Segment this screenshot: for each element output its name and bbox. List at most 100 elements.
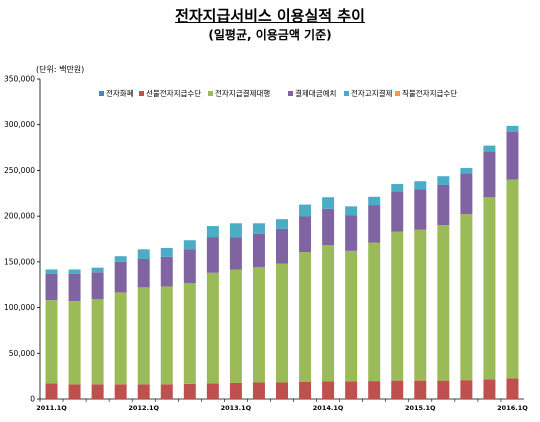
legend-swatch — [395, 91, 400, 96]
bar-segment — [137, 384, 150, 399]
bar-segment — [252, 267, 265, 383]
bar-segment — [345, 381, 358, 399]
y-tick-label: 300,000 — [4, 120, 35, 129]
x-tick-label: 2016.1Q — [497, 404, 528, 412]
bar-segment — [322, 197, 335, 209]
bar-segment — [91, 299, 104, 385]
bar-segment — [460, 214, 473, 381]
bar-segment — [483, 145, 496, 152]
x-tick-label: 2015.1Q — [405, 404, 436, 412]
bar-segment — [299, 252, 312, 382]
legend-label: 전자고지결제 — [351, 88, 392, 98]
bar-segment — [437, 380, 450, 399]
bar-segment — [252, 223, 265, 234]
bar-segment — [322, 381, 335, 399]
bar-segment — [45, 383, 58, 399]
chart-title: 전자지급서비스 이용실적 추이 — [175, 7, 365, 25]
bar-segment — [460, 168, 473, 174]
bar-segment — [45, 300, 58, 384]
bar-segment — [414, 181, 427, 190]
bar-segment — [229, 269, 242, 383]
bar-segment — [345, 215, 358, 251]
bar-segment — [506, 131, 519, 180]
y-tick-label: 100,000 — [4, 303, 35, 312]
bar-segment — [414, 380, 427, 399]
legend-label: 선불전자지급수단 — [146, 88, 201, 98]
unit-label: (단위: 백만원) — [36, 65, 85, 74]
bar-segment — [276, 228, 288, 264]
legend-swatch — [288, 91, 293, 96]
bar-segment — [160, 384, 173, 399]
bar-segment — [322, 245, 335, 382]
x-tick-label: 2011.1Q — [36, 404, 67, 412]
bar-segment — [299, 381, 312, 399]
legend-swatch — [99, 91, 104, 96]
bar-segment — [160, 256, 173, 287]
bar-segment — [483, 379, 496, 399]
bar-segment — [483, 151, 496, 198]
x-tick-label: 2012.1Q — [128, 404, 159, 412]
bar-segment — [506, 125, 519, 132]
chart-subtitle: (일평균, 이용금액 기준) — [208, 28, 332, 42]
legend-label: 전자화폐 — [106, 88, 134, 98]
bar-segment — [206, 237, 219, 273]
bar-segment — [114, 384, 127, 399]
bar-segment — [276, 382, 288, 399]
bar-segment — [137, 249, 150, 260]
bar-segment — [483, 197, 496, 380]
bar-segment — [506, 378, 519, 399]
bar-segment — [45, 269, 58, 274]
bar-segment — [391, 184, 404, 192]
legend-swatch — [139, 91, 144, 96]
bar-segment — [345, 250, 358, 382]
x-tick-label: 2013.1Q — [221, 404, 252, 412]
bar-segment — [368, 196, 381, 206]
bar-segment — [91, 272, 104, 300]
bar-segment — [276, 263, 288, 383]
bar-segment — [137, 287, 150, 385]
bar-segment — [437, 225, 450, 381]
bar-segment — [299, 216, 312, 253]
x-tick-label: 2014.1Q — [313, 404, 344, 412]
bar-segment — [137, 259, 150, 288]
legend-label: 직불전자지급수단 — [402, 88, 457, 98]
bar-segment — [391, 191, 404, 232]
bar-segment — [114, 256, 127, 262]
bar-segment — [68, 301, 81, 385]
bar-segment — [368, 381, 381, 399]
y-tick-label: 150,000 — [4, 257, 35, 266]
bar-segment — [252, 233, 265, 268]
bar-segment — [206, 272, 219, 384]
bar-segment — [114, 261, 127, 293]
bar-segment — [206, 383, 219, 399]
y-tick-label: 0 — [30, 395, 35, 404]
legend-label: 전자지급결제대행 — [215, 88, 270, 98]
bar-segment — [345, 206, 358, 216]
bar-segment — [437, 184, 450, 226]
bar-segment — [68, 384, 81, 399]
bar-segment — [368, 205, 381, 243]
bar-segment — [68, 273, 81, 302]
bar-segment — [229, 237, 242, 270]
bar-segment — [414, 229, 427, 381]
bar-segment — [183, 249, 196, 284]
bar-segment — [506, 179, 519, 379]
legend-label: 결제대금예치 — [295, 88, 336, 98]
bar-segment — [437, 176, 450, 185]
bar-segment — [45, 273, 58, 301]
y-tick-label: 50,000 — [9, 349, 35, 358]
bar-segment — [91, 384, 104, 399]
bar-segment — [391, 380, 404, 399]
y-tick-label: 200,000 — [4, 212, 35, 221]
bar-segment — [206, 226, 219, 238]
bar-segment — [460, 173, 473, 215]
y-tick-label: 350,000 — [4, 75, 35, 84]
bar-segment — [183, 383, 196, 399]
bar-segment — [160, 248, 173, 257]
bar-segment — [414, 189, 427, 230]
legend-swatch — [344, 91, 349, 96]
bar-segment — [160, 286, 173, 385]
bar-segment — [322, 208, 335, 246]
bar-segment — [276, 219, 288, 229]
